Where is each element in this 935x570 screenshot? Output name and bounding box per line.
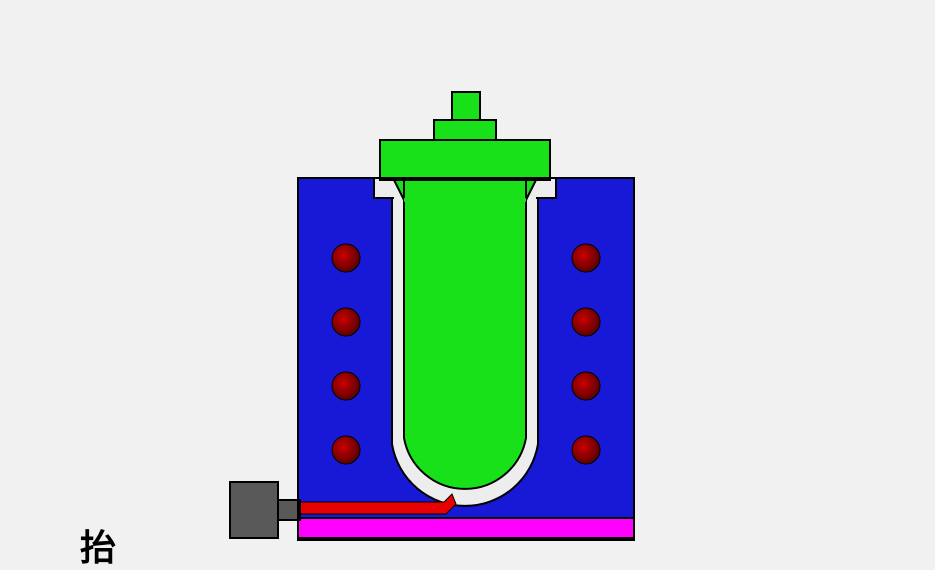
mold-diagram: 抬: [0, 0, 935, 570]
diagram-svg: 抬: [0, 0, 935, 565]
svg-text:抬: 抬: [80, 527, 116, 565]
